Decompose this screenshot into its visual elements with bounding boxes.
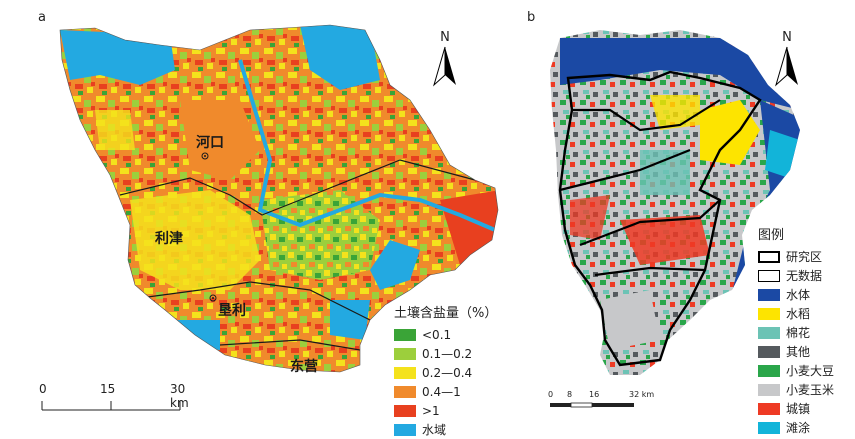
legend-b-item: 小麦玉米	[758, 380, 834, 399]
legend-swatch	[758, 326, 780, 339]
maps-canvas	[59, 24, 800, 375]
legend-a-item: >1	[394, 401, 497, 420]
place-dongying: 东营	[290, 359, 318, 375]
legend-a-title: 土壤含盐量（%）	[394, 306, 498, 321]
legend-b-item-label: 水体	[786, 288, 811, 302]
legend-a-item-label: <0.1	[422, 327, 452, 342]
scale-bar-b: 0 8 16 32 km	[545, 390, 655, 414]
legend-swatch	[394, 404, 416, 417]
scale-b-tick-1: 8	[567, 390, 573, 399]
scale-b-tick-3: 32 km	[629, 390, 655, 399]
legend-b-item-label: 城镇	[786, 402, 811, 416]
north-arrow-b: N	[772, 30, 802, 91]
place-kenli: 垦利	[218, 303, 246, 319]
legend-swatch	[758, 345, 780, 358]
place-lijin: 利津	[155, 231, 183, 247]
north-letter-a: N	[440, 30, 450, 45]
legend-b-item-label: 小麦大豆	[786, 364, 835, 378]
legend-swatch	[394, 385, 416, 398]
legend-b: 图例 研究区 无数据 水体 水稻 棉花 其他 小麦大豆 小麦玉米 城镇 滩涂	[758, 224, 834, 437]
legend-b-item-label: 其他	[786, 345, 811, 359]
legend-swatch	[758, 288, 780, 301]
legend-b-item-label: 小麦玉米	[786, 383, 835, 397]
scale-b-line	[550, 402, 634, 408]
legend-a: 土壤含盐量（%） <0.1 0.1—0.2 0.2—0.4 0.4—1 >1 水…	[394, 302, 497, 439]
legend-b-item-label: 无数据	[786, 269, 823, 283]
legend-a-item: 0.2—0.4	[394, 363, 497, 382]
legend-b-item: 其他	[758, 342, 834, 361]
legend-swatch	[394, 347, 416, 360]
legend-a-item-label: 0.4—1	[422, 384, 461, 399]
legend-swatch	[758, 307, 780, 320]
legend-b-item: 滩涂	[758, 418, 834, 437]
legend-b-item: 小麦大豆	[758, 361, 834, 380]
legend-b-item-label: 滩涂	[786, 421, 811, 435]
legend-swatch	[758, 383, 780, 396]
scale-a-tick-0: 0	[39, 382, 47, 396]
legend-swatch	[394, 366, 416, 379]
place-hekou: 河口	[196, 135, 224, 151]
scale-b-tick-2: 16	[589, 390, 600, 399]
legend-a-item-label: >1	[422, 403, 440, 418]
legend-a-item: 0.1—0.2	[394, 344, 497, 363]
panel-a-label: a	[38, 10, 46, 25]
legend-b-item: 研究区	[758, 247, 834, 266]
legend-a-item: 0.4—1	[394, 382, 497, 401]
legend-swatch	[758, 364, 780, 377]
legend-a-item-label: 0.2—0.4	[422, 365, 473, 380]
legend-swatch	[758, 250, 780, 263]
north-arrow-a: N	[430, 30, 460, 91]
scale-a-tick-1: 15	[100, 382, 116, 396]
legend-b-item: 水体	[758, 285, 834, 304]
scale-a-tick-2: 30 km	[170, 382, 189, 410]
legend-b-item: 水稻	[758, 304, 834, 323]
legend-swatch	[758, 402, 780, 415]
legend-a-item-label: 水域	[422, 423, 447, 437]
legend-b-item-label: 棉花	[786, 326, 811, 340]
scale-bar-a: 0 15 30 km	[30, 382, 195, 412]
legend-a-item: 水域	[394, 420, 497, 439]
legend-b-item-label: 研究区	[786, 250, 823, 264]
legend-swatch	[394, 328, 416, 341]
legend-swatch	[758, 269, 780, 282]
legend-a-item-label: 0.1—0.2	[422, 346, 473, 361]
scale-a-line	[41, 401, 181, 411]
legend-b-item-label: 水稻	[786, 307, 811, 321]
legend-swatch	[758, 421, 780, 434]
scale-b-tick-0: 0	[548, 390, 554, 399]
north-letter-b: N	[782, 30, 792, 45]
legend-a-item: <0.1	[394, 325, 497, 344]
panel-b-label: b	[527, 10, 536, 25]
legend-b-item: 城镇	[758, 399, 834, 418]
legend-b-item: 无数据	[758, 266, 834, 285]
legend-b-title: 图例	[758, 228, 785, 243]
north-arrow-icon	[433, 46, 456, 87]
north-arrow-icon	[775, 46, 798, 87]
legend-swatch	[394, 423, 416, 436]
legend-b-item: 棉花	[758, 323, 834, 342]
